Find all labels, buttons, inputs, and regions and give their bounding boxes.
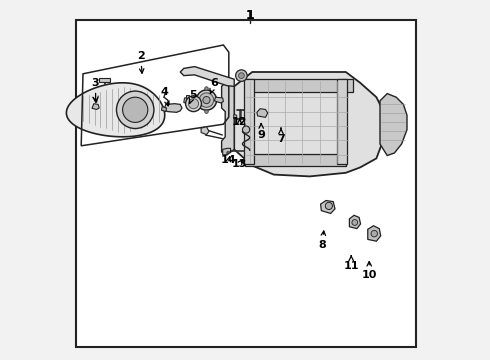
Circle shape — [243, 126, 250, 133]
Polygon shape — [234, 72, 382, 176]
Text: 6: 6 — [210, 78, 219, 94]
Circle shape — [199, 93, 214, 107]
Polygon shape — [184, 98, 191, 104]
Bar — [245, 154, 346, 166]
Polygon shape — [234, 114, 237, 120]
Text: 3: 3 — [92, 78, 99, 102]
Text: 2: 2 — [137, 51, 145, 73]
Text: 1: 1 — [246, 9, 255, 22]
Polygon shape — [67, 83, 165, 137]
Circle shape — [186, 96, 201, 112]
Polygon shape — [349, 215, 361, 229]
Circle shape — [352, 220, 358, 225]
Text: 5: 5 — [189, 90, 196, 103]
Polygon shape — [222, 148, 231, 155]
Circle shape — [196, 90, 217, 110]
Text: 12: 12 — [232, 117, 247, 127]
Circle shape — [122, 97, 148, 122]
Text: 14: 14 — [221, 155, 237, 165]
Bar — [245, 79, 353, 92]
Circle shape — [216, 98, 220, 102]
Polygon shape — [368, 226, 381, 241]
Circle shape — [236, 70, 247, 81]
Circle shape — [117, 91, 154, 129]
Circle shape — [189, 99, 198, 109]
Circle shape — [205, 110, 208, 113]
Polygon shape — [99, 78, 110, 82]
Text: 7: 7 — [277, 128, 285, 144]
Text: 10: 10 — [362, 262, 377, 280]
Bar — [337, 79, 347, 164]
Polygon shape — [162, 107, 167, 112]
Text: 4: 4 — [160, 87, 169, 106]
Polygon shape — [215, 97, 223, 103]
Polygon shape — [186, 95, 189, 98]
Polygon shape — [201, 127, 209, 135]
Circle shape — [205, 87, 208, 90]
Text: 9: 9 — [257, 124, 265, 140]
Polygon shape — [164, 104, 182, 112]
Polygon shape — [221, 81, 234, 155]
Polygon shape — [320, 201, 335, 213]
Bar — [245, 79, 254, 164]
Text: 11: 11 — [343, 256, 359, 271]
Text: 8: 8 — [318, 231, 326, 250]
Circle shape — [203, 96, 210, 104]
Circle shape — [325, 202, 333, 210]
Polygon shape — [257, 109, 268, 117]
Polygon shape — [92, 104, 99, 109]
Polygon shape — [380, 94, 407, 156]
Circle shape — [371, 230, 377, 237]
Circle shape — [239, 73, 245, 78]
Circle shape — [193, 98, 197, 102]
Polygon shape — [180, 67, 234, 86]
Text: 13: 13 — [232, 159, 247, 169]
Text: 1: 1 — [246, 9, 255, 22]
